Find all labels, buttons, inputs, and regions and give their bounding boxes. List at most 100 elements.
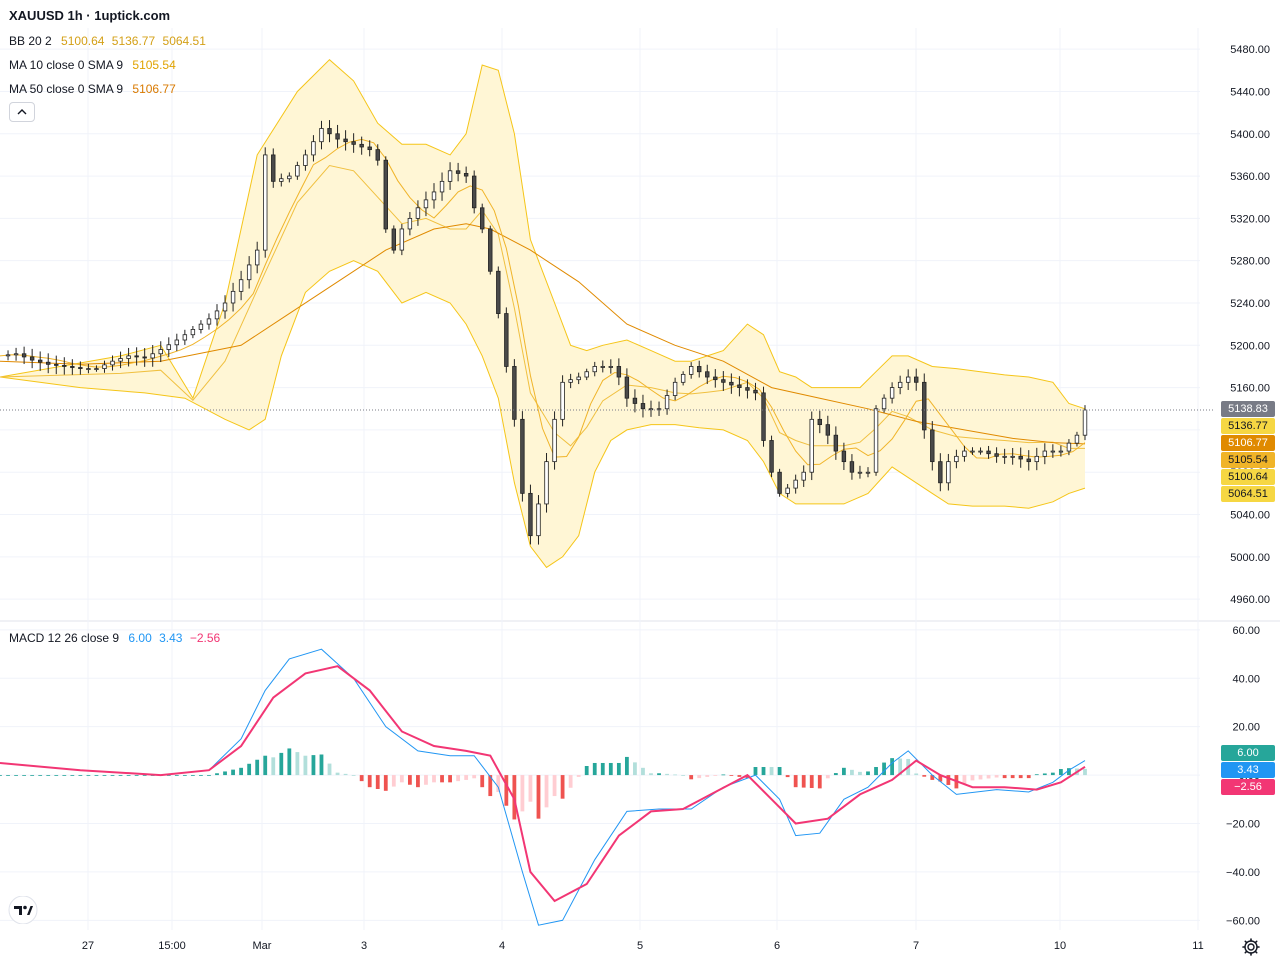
macd-hist-bar [383, 775, 388, 791]
candle-body [198, 323, 204, 330]
macd-tag: −2.56 [1221, 779, 1275, 795]
macd-hist-bar [697, 775, 702, 779]
candle-body [978, 450, 983, 453]
symbol-title: XAUUSD 1h · 1uptick.com [9, 8, 171, 23]
candle-body [246, 264, 252, 281]
time-tick-label: 11 [1192, 940, 1203, 952]
macd-hist-value: −2.56 [189, 631, 221, 645]
macd-hist-bar [801, 775, 806, 788]
macd-hist-bar [62, 775, 67, 776]
macd-hist-bar [978, 775, 983, 780]
macd-hist-bar [946, 775, 951, 785]
candle-body [705, 371, 710, 378]
candle-body [672, 381, 678, 396]
macd-hist-bar [568, 775, 573, 788]
macd-hist-bar [705, 775, 710, 777]
candle-body [166, 344, 171, 350]
macd-hist-bar [1002, 775, 1007, 779]
candle-body [238, 279, 244, 292]
macd-hist-bar [448, 775, 452, 783]
ma10-label: MA 10 close 0 SMA 9 [9, 58, 124, 72]
candle-body [94, 368, 99, 370]
candle-body [190, 329, 196, 336]
candle-body [423, 199, 429, 209]
candle-body [455, 170, 461, 174]
macd-hist-bar [399, 775, 404, 783]
legend-collapse-button[interactable] [9, 102, 35, 122]
price-tick-label: 5160.00 [1230, 383, 1270, 395]
macd-hist-bar [681, 775, 686, 776]
candle-body [576, 376, 581, 381]
macd-hist-bar [231, 769, 235, 776]
tradingview-logo-icon[interactable] [8, 895, 38, 925]
macd-hist-bar [624, 756, 629, 776]
macd-hist-bar [255, 759, 260, 776]
candle-body [174, 339, 180, 346]
time-tick-label: 4 [499, 940, 505, 952]
macd-hist-bar [1083, 768, 1087, 776]
price-tick-label: 5240.00 [1230, 298, 1270, 310]
candle-body [287, 175, 292, 180]
candle-body [311, 141, 316, 156]
macd-hist-bar [464, 775, 469, 780]
macd-line [0, 648, 1086, 926]
candle-body [745, 387, 750, 391]
candle-body [584, 371, 589, 378]
macd-hist-bar [713, 775, 718, 776]
candle-body [118, 358, 123, 362]
price-tag: 5100.64 [1221, 469, 1275, 485]
macd-hist-bar [689, 775, 694, 780]
price-tag: 5106.77 [1221, 435, 1275, 451]
bb-label: BB 20 2 [9, 34, 52, 48]
macd-hist-bar [641, 767, 645, 776]
time-tick-label: 27 [82, 940, 94, 952]
macd-hist-bar [1018, 775, 1023, 779]
macd-hist-bar [416, 775, 420, 788]
candle-body [359, 143, 364, 148]
legend-ma10[interactable]: MA 10 close 0 SMA 9 5105.54 [9, 58, 180, 72]
legend-macd[interactable]: MACD 12 26 close 9 6.00 3.43 −2.56 [9, 631, 224, 645]
macd-hist-bar [721, 774, 726, 776]
bb-basis-value: 5100.64 [61, 34, 105, 48]
candle-body [70, 366, 75, 368]
macd-hist-bar [199, 775, 203, 776]
candle-body [761, 392, 766, 441]
gear-icon[interactable] [1241, 937, 1261, 957]
legend-ma50[interactable]: MA 50 close 0 SMA 9 5106.77 [9, 82, 180, 96]
bb-lower-value: 5064.51 [162, 34, 206, 48]
macd-hist-bar [94, 775, 99, 776]
macd-hist-bar [367, 775, 372, 788]
ma10-value: 5105.54 [132, 58, 176, 72]
macd-hist-bar [1026, 775, 1031, 779]
macd-signal-value: 3.43 [159, 631, 183, 645]
candle-body [737, 384, 742, 389]
candle-body [343, 138, 348, 143]
macd-hist-bar [223, 771, 227, 776]
macd-hist-bar [745, 775, 750, 779]
macd-hist-bar [375, 775, 380, 789]
macd-hist-bar [295, 752, 300, 776]
candle-body [930, 429, 935, 463]
macd-hist-bar [833, 773, 838, 776]
chevron-up-icon [17, 106, 27, 118]
candle-body [536, 503, 541, 537]
candle-body [994, 453, 999, 457]
macd-hist-bar [126, 775, 131, 776]
macd-hist-bar [657, 773, 661, 776]
time-tick-label: 7 [913, 940, 919, 952]
candle-body [1026, 458, 1031, 463]
candle-body [897, 381, 903, 389]
legend-bb[interactable]: BB 20 2 5100.64 5136.77 5064.51 [9, 34, 210, 48]
candle-body [134, 355, 139, 358]
candle-body [664, 395, 670, 410]
candle-body [962, 450, 967, 457]
macd-hist-bar [922, 775, 927, 777]
candle-body [817, 418, 822, 426]
macd-hist-bar [287, 748, 292, 776]
macd-hist-bar [938, 775, 943, 782]
candle-body [150, 353, 155, 359]
candle-body [142, 356, 147, 359]
macd-hist-bar [440, 775, 444, 783]
